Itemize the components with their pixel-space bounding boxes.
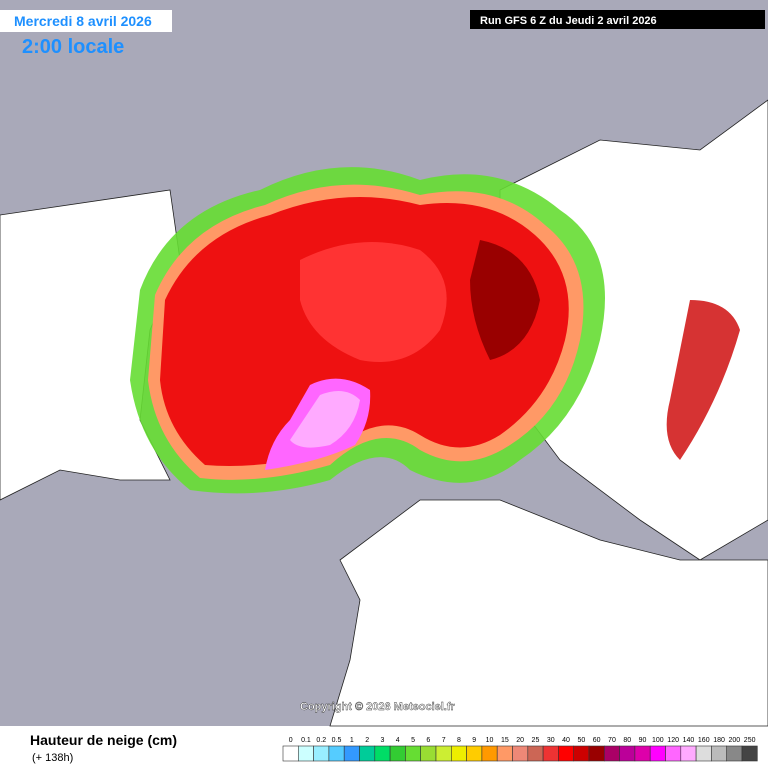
legend-swatch: [619, 745, 636, 762]
legend-swatch: [542, 745, 559, 762]
legend-label: 0.5: [332, 737, 342, 744]
legend-label: 100: [652, 737, 664, 744]
legend-swatch: [649, 745, 666, 762]
legend-label: 0.2: [316, 737, 326, 744]
legend-swatch: [282, 745, 299, 762]
legend-swatch: [726, 745, 743, 762]
run-banner: [470, 10, 765, 29]
legend-label: 180: [713, 737, 725, 744]
legend-label: 200: [729, 737, 741, 744]
legend-label: 10: [486, 737, 494, 744]
legend-label: 50: [577, 737, 585, 744]
legend-swatch: [374, 745, 391, 762]
legend-label: 70: [608, 737, 616, 744]
legend: 0 0.1 0.2 0.5 1 2 3 4 5 6 7 8 9 10 15 20 25 30 40 50 60 70 80 9…: [282, 737, 758, 762]
legend-label: 60: [593, 737, 601, 744]
legend-label: 6: [426, 737, 430, 744]
legend-swatch: [343, 745, 360, 762]
legend-label: 40: [562, 737, 570, 744]
legend-label: 80: [623, 737, 631, 744]
legend-swatch: [297, 745, 314, 762]
forecast-hour: (+ 138h): [32, 752, 73, 764]
legend-label: 15: [501, 737, 509, 744]
legend-swatch: [420, 745, 437, 762]
legend-label: 7: [442, 737, 446, 744]
legend-label: 9: [472, 737, 476, 744]
legend-label: 3: [380, 737, 384, 744]
legend-label: 20: [516, 737, 524, 744]
time: 2:00 locale: [22, 36, 124, 58]
legend-swatch: [313, 745, 330, 762]
legend-label: 0: [289, 737, 293, 744]
legend-swatch: [695, 745, 712, 762]
legend-swatch: [603, 745, 620, 762]
legend-swatch: [359, 745, 376, 762]
land: [0, 99, 768, 727]
legend-label: 30: [547, 737, 555, 744]
legend-swatch: [481, 745, 498, 762]
legend-swatch: [527, 745, 544, 762]
legend-swatch: [389, 745, 406, 762]
legend-label: 120: [667, 737, 679, 744]
legend-swatch: [573, 745, 590, 762]
legend-label: 25: [532, 737, 540, 744]
run-info: Run GFS 6 Z du Jeudi 2 avril 2026: [480, 15, 657, 27]
legend-label: 5: [411, 737, 415, 744]
legend-swatch: [512, 745, 529, 762]
legend-swatch: [450, 745, 467, 762]
legend-swatch: [634, 745, 651, 762]
legend-swatch: [496, 745, 513, 762]
legend-label: 8: [457, 737, 461, 744]
legend-swatch: [435, 745, 452, 762]
legend-swatch: [588, 745, 605, 762]
snow-cover: [130, 167, 740, 494]
legend-label: 1: [350, 737, 354, 744]
date: Mercredi 8 avril 2026: [14, 13, 152, 29]
legend-label: 4: [396, 737, 400, 744]
legend-swatch: [405, 745, 421, 762]
legend-label: 140: [683, 737, 695, 744]
legend-label: 250: [744, 737, 756, 744]
legend-swatch: [665, 745, 682, 762]
legend-title: Hauteur de neige (cm): [30, 732, 177, 748]
legend-label: 2: [365, 737, 369, 744]
legend-swatch: [741, 745, 758, 762]
legend-label: 90: [639, 737, 647, 744]
copyright: Copyright © 2026 Meteociel.fr: [300, 701, 456, 713]
legend-swatch: [680, 745, 697, 762]
legend-label: 160: [698, 737, 710, 744]
legend-swatch: [711, 745, 728, 762]
date-background: [0, 10, 172, 32]
legend-swatch: [328, 745, 345, 762]
legend-label: 0.1: [301, 737, 311, 744]
legend-swatch: [558, 745, 575, 762]
legend-swatch: [466, 745, 483, 762]
